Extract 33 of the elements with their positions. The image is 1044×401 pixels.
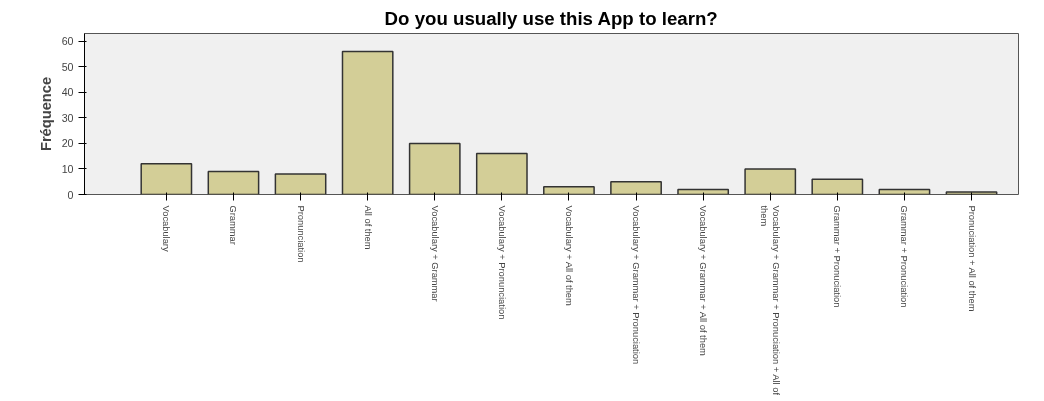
y-axis-title: Fréquence (37, 76, 54, 152)
y-tick-label: 50 (61, 60, 74, 73)
bar (274, 173, 327, 195)
bar (207, 170, 260, 195)
x-tick-label: Vocabulary + All of them (563, 205, 574, 307)
y-tick-label: 40 (61, 86, 74, 99)
x-tick-label: Pronuciation + All of them (966, 205, 977, 312)
bar (475, 152, 528, 195)
bar (341, 50, 394, 195)
x-tick-label: Vocabulary + Grammar + Pronuciation + All of them (759, 205, 782, 396)
x-tick-label: All of them (362, 205, 373, 250)
bar (140, 163, 193, 195)
x-tick-label: Grammar + Pronuciation (832, 205, 843, 308)
x-tick-label: Pronunciation (295, 205, 306, 263)
y-tick-label: 30 (61, 111, 74, 124)
y-tick-label: 20 (61, 137, 74, 150)
bar (610, 180, 662, 195)
x-tick-label: Vocabulary + Grammar + Pronuciation (631, 205, 642, 365)
x-tick-label: Vocabulary + Grammar + All of them (698, 205, 709, 357)
bar (744, 168, 797, 195)
bar (811, 178, 864, 195)
x-tick-label: Vocabulary + Pronunciation (496, 205, 507, 320)
x-tick-label: Grammar + Pronuciation (899, 205, 910, 308)
bar (945, 191, 998, 195)
bar (543, 186, 595, 195)
x-tick-label: Vocabulary + Grammar (429, 205, 440, 302)
x-tick-label: Vocabulary (161, 205, 172, 252)
bar (408, 142, 461, 195)
chart-title: Do you usually use this App to learn? (384, 7, 718, 29)
x-tick-label: Grammar (228, 205, 239, 245)
y-tick-label: 0 (67, 188, 74, 201)
y-tick-label: 10 (61, 162, 74, 175)
y-tick-label: 60 (61, 35, 74, 48)
